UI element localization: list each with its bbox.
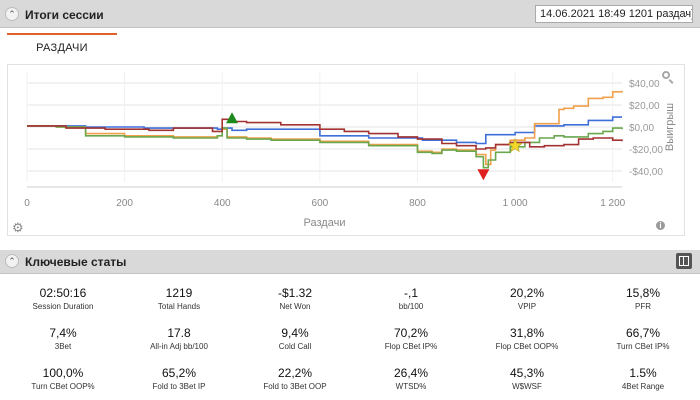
stat-label: Total Hands xyxy=(157,302,201,311)
session-select-value: 14.06.2021 18:49 1201 раздач) xyxy=(540,8,693,20)
stat-item: 31,8% Flop CBet OOP% xyxy=(469,326,585,351)
stat-value: 66,7% xyxy=(625,326,661,340)
stat-value: -,1 xyxy=(403,286,418,300)
stat-label: Cold Call xyxy=(278,342,312,351)
stat-item: 1219 Total Hands xyxy=(121,286,237,311)
collapse-chevron-icon[interactable]: ⌃ xyxy=(5,7,19,21)
stat-item: 65,2% Fold to 3Bet IP xyxy=(121,366,237,391)
x-axis-label: Раздачи xyxy=(304,217,346,229)
stat-value: 31,8% xyxy=(509,326,545,340)
stat-label: Net Won xyxy=(279,302,311,311)
stat-value: 17.8 xyxy=(167,326,191,340)
x-tick-label: 400 xyxy=(214,198,231,209)
stat-item: 100,0% Turn CBet OOP% xyxy=(5,366,121,391)
stat-item: 45,3% W$WSF xyxy=(469,366,585,391)
stat-label: All-in Adj bb/100 xyxy=(150,342,208,351)
session-select[interactable]: 14.06.2021 18:49 1201 раздач) ⌄ xyxy=(535,5,693,23)
star-marker xyxy=(507,137,523,153)
stat-item: 1.5% 4Bet Range xyxy=(585,366,700,391)
info-icon[interactable]: i xyxy=(656,221,665,230)
stat-item: 9,4% Cold Call xyxy=(237,326,353,351)
layout-toggle-icon[interactable] xyxy=(676,253,692,269)
stat-label: 3Bet xyxy=(54,342,72,351)
stat-label: WTSD% xyxy=(395,382,427,391)
stat-value: 70,2% xyxy=(393,326,429,340)
x-tick-label: 1 200 xyxy=(600,198,625,209)
stat-item: 02:50:16 Session Duration xyxy=(5,286,121,311)
stat-value: 20,2% xyxy=(509,286,545,300)
stat-item: 22,2% Fold to 3Bet OOP xyxy=(237,366,353,391)
series-line xyxy=(27,125,623,169)
x-tick-label: 800 xyxy=(409,198,426,209)
stat-item: 17.8 All-in Adj bb/100 xyxy=(121,326,237,351)
stat-value: 15,8% xyxy=(625,286,661,300)
y-tick-label: -$40,00 xyxy=(629,167,663,178)
stat-value: 9,4% xyxy=(281,326,309,340)
series-line xyxy=(27,118,623,150)
stat-value: -$1.32 xyxy=(277,286,313,300)
panel-title: Итоги сессии xyxy=(25,8,104,22)
stat-item: 7,4% 3Bet xyxy=(5,326,121,351)
zoom-icon[interactable] xyxy=(662,71,675,84)
collapse-chevron-icon[interactable]: ⌃ xyxy=(5,254,19,268)
winnings-chart: $40,00 $20,00 $0,00 -$20,00 -$40,00 0 200 400 60… xyxy=(24,72,676,229)
key-stats-header: ⌃ Ключевые статы xyxy=(0,250,700,274)
chevron-down-icon[interactable]: ⌄ xyxy=(681,9,689,19)
chart-frame xyxy=(7,64,685,236)
x-tick-label: 200 xyxy=(116,198,133,209)
stat-item: 70,2% Flop CBet IP% xyxy=(353,326,469,351)
stat-item: -,1 bb/100 xyxy=(353,286,469,311)
stat-item: 15,8% PFR xyxy=(585,286,700,311)
tab-hands[interactable]: РАЗДАЧИ xyxy=(7,33,117,62)
stat-label: PFR xyxy=(635,302,651,311)
stat-value: 22,2% xyxy=(277,366,313,380)
panel-title: Ключевые статы xyxy=(25,255,127,269)
stat-item: -$1.32 Net Won xyxy=(237,286,353,311)
stat-value: 1.5% xyxy=(629,366,657,380)
stat-value: 65,2% xyxy=(161,366,197,380)
stat-label: 4Bet Range xyxy=(621,382,665,391)
stat-item: 26,4% WTSD% xyxy=(353,366,469,391)
stat-value: 26,4% xyxy=(393,366,429,380)
series-line xyxy=(27,116,622,145)
y-tick-label: $20,00 xyxy=(629,101,660,112)
session-summary-header: ⌃ Итоги сессии 14.06.2021 18:49 1201 раз… xyxy=(0,0,700,28)
stat-value: 45,3% xyxy=(509,366,545,380)
stat-value: 02:50:16 xyxy=(39,286,87,300)
min-marker xyxy=(477,169,490,181)
stat-value: 100,0% xyxy=(42,366,84,380)
stat-label: bb/100 xyxy=(398,302,424,311)
y-tick-label: $0,00 xyxy=(629,123,654,134)
stat-label: Fold to 3Bet IP xyxy=(152,382,206,391)
x-tick-label: 0 xyxy=(24,198,30,209)
y-tick-label: -$20,00 xyxy=(629,145,663,156)
gear-icon[interactable]: ⚙ xyxy=(12,220,24,235)
x-tick-label: 600 xyxy=(312,198,329,209)
stat-item: 66,7% Turn CBet IP% xyxy=(585,326,700,351)
stat-label: Flop CBet IP% xyxy=(384,342,438,351)
stat-label: VPIP xyxy=(517,302,537,311)
stat-label: Turn CBet OOP% xyxy=(31,382,95,391)
y-axis-label: Выигрыш xyxy=(664,103,676,151)
stat-item: 20,2% VPIP xyxy=(469,286,585,311)
stat-label: Session Duration xyxy=(32,302,94,311)
stat-label: W$WSF xyxy=(512,382,542,391)
tab-bar: РАЗДАЧИ xyxy=(0,28,700,64)
y-tick-label: $40,00 xyxy=(629,79,660,90)
stat-label: Flop CBet OOP% xyxy=(495,342,559,351)
stat-value: 7,4% xyxy=(49,326,77,340)
stat-value: 1219 xyxy=(165,286,193,300)
max-marker xyxy=(226,112,239,124)
x-tick-label: 1 000 xyxy=(503,198,528,209)
stat-label: Turn CBet IP% xyxy=(616,342,670,351)
stat-label: Fold to 3Bet OOP xyxy=(263,382,327,391)
